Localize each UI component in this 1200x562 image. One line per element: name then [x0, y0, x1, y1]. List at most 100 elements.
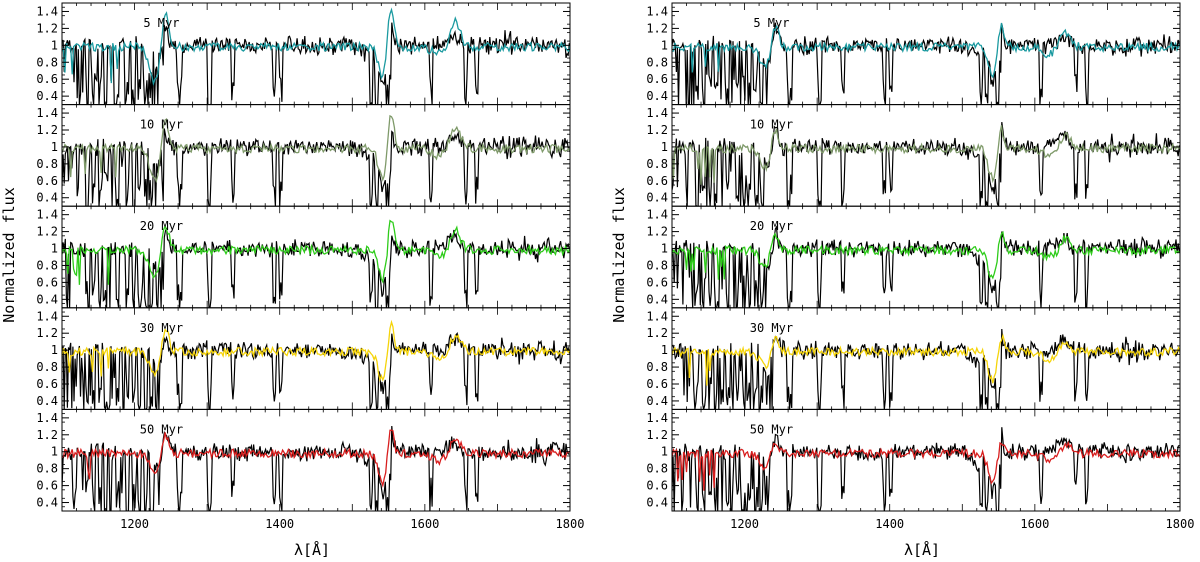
y-tick-label: 1.2: [36, 428, 58, 442]
x-tick-label: 1800: [556, 517, 585, 531]
panel-right-4: 0.4 0.6 0.8 1 1.2 1.4 50 Myr: [646, 408, 1181, 512]
y-tick-label: 1.4: [646, 411, 668, 425]
panel-frame: [61, 408, 571, 512]
y-tick-label: 0.4: [646, 292, 668, 306]
y-tick-label: 1.4: [36, 411, 58, 425]
panel-age-label: 30 Myr: [140, 321, 183, 335]
y-tick-label: 0.6: [646, 377, 668, 391]
y-tick-label: 1: [661, 445, 668, 459]
y-tick-label: 1: [51, 38, 58, 52]
y-tick-label: 1.4: [36, 309, 58, 323]
observed-spectrum-line: [672, 427, 1180, 511]
panel-age-label: 5 Myr: [143, 16, 179, 30]
y-tick-label: 0.8: [36, 360, 58, 374]
y-tick-label: 1.2: [36, 225, 58, 239]
chart-right: 0.4 0.6 0.8 1 1.2 1.4 5 Myr 0.4 0.6 0.8 1 1.2 1.4 10 …: [610, 2, 1195, 559]
y-tick-label: 1.4: [646, 106, 668, 120]
model-spectrum-line: [672, 230, 1180, 280]
y-tick-label: 0.8: [646, 258, 668, 272]
y-tick-label: 1.4: [36, 106, 58, 120]
y-tick-label: 0.4: [36, 191, 58, 205]
y-tick-label: 1.2: [36, 123, 58, 137]
x-tick-label: 1400: [875, 517, 904, 531]
y-tick-label: 0.6: [36, 479, 58, 493]
y-tick-label: 0.8: [646, 462, 668, 476]
panel-age-label: 20 Myr: [750, 219, 793, 233]
x-axis-label: λ[Å]: [294, 540, 330, 559]
panel-left-0: 0.4 0.6 0.8 1 1.2 1.4 5 Myr: [36, 2, 571, 106]
panel-right-0: 0.4 0.6 0.8 1 1.2 1.4 5 Myr: [646, 2, 1181, 106]
panel-right-3: 0.4 0.6 0.8 1 1.2 1.4 30 Myr: [646, 307, 1181, 410]
y-tick-label: 1: [661, 242, 668, 256]
y-tick-label: 0.6: [646, 275, 668, 289]
model-spectrum-line: [672, 333, 1180, 386]
x-tick-label: 1200: [120, 517, 149, 531]
model-spectrum-line: [62, 429, 570, 489]
y-tick-label: 0.4: [36, 292, 58, 306]
panel-age-label: 30 Myr: [750, 321, 793, 335]
observed-spectrum-line: [62, 227, 570, 308]
y-tick-label: 0.6: [646, 72, 668, 86]
panel-age-label: 50 Myr: [750, 422, 793, 436]
panel-frame: [671, 104, 1181, 207]
y-tick-label: 1.2: [646, 428, 668, 442]
model-spectrum-line: [62, 114, 570, 184]
x-tick-label: 1200: [730, 517, 759, 531]
observed-spectrum-line: [672, 328, 1180, 410]
y-tick-label: 0.8: [36, 462, 58, 476]
y-axis-label: Normalized flux: [0, 187, 18, 322]
y-tick-label: 1.4: [36, 4, 58, 18]
y-tick-label: 1: [51, 140, 58, 154]
y-tick-label: 1.4: [646, 309, 668, 323]
x-tick-label: 1600: [1020, 517, 1049, 531]
observed-spectrum-line: [62, 331, 570, 410]
y-tick-label: 0.8: [36, 157, 58, 171]
y-tick-label: 1.4: [646, 4, 668, 18]
y-tick-label: 0.8: [646, 157, 668, 171]
y-tick-label: 1.2: [646, 21, 668, 35]
y-tick-label: 0.4: [36, 394, 58, 408]
y-tick-label: 1: [51, 445, 58, 459]
y-tick-label: 0.6: [36, 174, 58, 188]
observed-spectrum-line: [62, 128, 570, 207]
model-spectrum-line: [672, 125, 1180, 185]
panel-age-label: 20 Myr: [140, 219, 183, 233]
panel-frame: [671, 408, 1181, 512]
y-tick-label: 1: [661, 343, 668, 357]
y-tick-label: 0.6: [646, 174, 668, 188]
observed-spectrum-line: [62, 22, 570, 105]
panel-left-3: 0.4 0.6 0.8 1 1.2 1.4 30 Myr: [36, 307, 571, 410]
panel-age-label: 10 Myr: [140, 118, 183, 132]
y-tick-label: 1: [51, 242, 58, 256]
y-tick-label: 1: [51, 343, 58, 357]
y-tick-label: 1.4: [646, 208, 668, 222]
observed-spectrum-line: [62, 425, 570, 511]
y-tick-label: 0.8: [36, 258, 58, 272]
y-tick-label: 1.2: [646, 123, 668, 137]
y-tick-label: 1.2: [646, 326, 668, 340]
panel-right-1: 0.4 0.6 0.8 1 1.2 1.4 10 Myr: [646, 104, 1181, 207]
y-tick-label: 1.2: [36, 326, 58, 340]
y-tick-label: 0.6: [646, 479, 668, 493]
y-tick-label: 0.6: [36, 72, 58, 86]
x-tick-label: 1800: [1166, 517, 1195, 531]
y-tick-label: 1: [661, 38, 668, 52]
panel-age-label: 5 Myr: [753, 16, 789, 30]
y-tick-label: 0.4: [36, 89, 58, 103]
y-tick-label: 0.4: [646, 89, 668, 103]
panel-left-1: 0.4 0.6 0.8 1 1.2 1.4 10 Myr: [36, 104, 571, 207]
model-spectrum-line: [62, 319, 570, 383]
chart-left: 0.4 0.6 0.8 1 1.2 1.4 5 Myr 0.4 0.6 0.8 1 1.2 1.4 10 …: [0, 2, 585, 559]
x-tick-label: 1400: [265, 517, 294, 531]
panel-age-label: 10 Myr: [750, 118, 793, 132]
model-spectrum-line: [672, 440, 1180, 491]
y-tick-label: 0.6: [36, 377, 58, 391]
y-tick-label: 0.4: [646, 496, 668, 510]
model-spectrum-line: [62, 7, 570, 87]
x-axis-label: λ[Å]: [904, 540, 940, 559]
observed-spectrum-line: [672, 225, 1180, 308]
y-axis-label: Normalized flux: [610, 187, 628, 322]
y-tick-label: 1: [661, 140, 668, 154]
model-spectrum-line: [62, 219, 570, 285]
